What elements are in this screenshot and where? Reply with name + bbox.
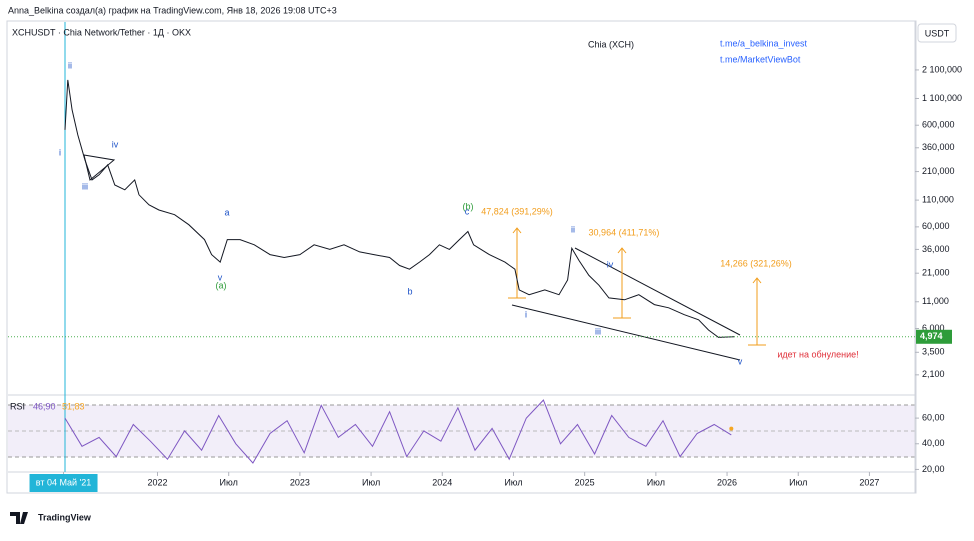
annotation: (b) [463, 201, 474, 211]
rsi-name: RSI [10, 401, 25, 411]
annotation: iv [607, 259, 614, 269]
currency-badge[interactable] [917, 23, 957, 43]
y-tick-label: 210,000 [922, 166, 955, 176]
y-tick-label: 3,500 [922, 347, 945, 357]
measure-tool [508, 227, 766, 346]
logo: TradingView [38, 512, 92, 522]
last-price-badge [916, 329, 952, 344]
annotation: c [465, 206, 470, 216]
annotation: b [407, 286, 412, 296]
rsi-ma-marker [729, 426, 734, 431]
x-tick-label: 2025 [575, 477, 595, 487]
last-price-label: 4,974 [920, 331, 943, 341]
chart-title: Chia (XCH) [588, 39, 634, 49]
y-tick-label: 60,00 [922, 412, 945, 422]
rsi-value: 46,90 [33, 401, 56, 411]
price-line [64, 79, 735, 338]
x-tick-label: 2027 [859, 477, 879, 487]
y-tick-label: 2 100,000 [922, 64, 962, 74]
y-tick-label: 11,000 [922, 296, 949, 306]
annotation: iii [82, 181, 88, 191]
annotation: (a) [216, 280, 227, 290]
x-tick-label: вт 04 Май '21 [36, 477, 92, 487]
x-tick-label: Июл [647, 477, 665, 487]
triangle-drawing [83, 154, 116, 181]
trendline [574, 247, 741, 336]
annotation: a [224, 207, 229, 217]
y-tick-label: 2,100 [922, 369, 945, 379]
link[interactable]: t.me/a_belkina_invest [720, 38, 808, 48]
annotation: i [59, 147, 61, 157]
x-tick-label: 2026 [717, 477, 737, 487]
annotation: v [738, 356, 743, 366]
y-tick-label: 600,000 [922, 120, 955, 130]
crosshair-time-badge [29, 474, 98, 492]
chart-frame [6, 20, 917, 494]
rsi-ma-value: 51,83 [62, 401, 85, 411]
annotation: iv [112, 139, 119, 149]
x-tick-label: Июл [220, 477, 238, 487]
y-tick-label: 360,000 [922, 142, 955, 152]
y-tick-label: 6,000 [922, 323, 945, 333]
symbol: XCHUSDT · Chia Network/Tether · 1Д · OKX [12, 27, 191, 37]
annotation: ii [571, 224, 575, 234]
x-tick-label: Июл [789, 477, 807, 487]
rsi-line [64, 399, 732, 464]
y-tick-label: 21,000 [922, 268, 950, 278]
annotation: 30,964 (411,71%) [589, 227, 660, 237]
trendline [511, 304, 741, 361]
y-tick-label: 110,000 [922, 194, 954, 204]
y-tick-label: 20,00 [922, 464, 945, 474]
x-tick-label: Июл [362, 477, 380, 487]
annotation: v [218, 272, 223, 282]
currency: USDT [925, 28, 950, 38]
y-tick-label: 40,00 [922, 438, 945, 448]
annotation: идет на обнуление! [777, 349, 858, 359]
annotation: ii [68, 60, 72, 70]
link[interactable]: t.me/MarketViewBot [720, 54, 801, 64]
logo-icon [10, 512, 28, 524]
x-tick-label: 2023 [290, 477, 310, 487]
x-tick-label: Июл [504, 477, 522, 487]
y-tick-label: 36,000 [922, 244, 950, 254]
y-tick-label: 60,000 [922, 221, 950, 231]
header: Anna_Belkina создал(а) график на Trading… [8, 5, 337, 15]
x-tick-label: 2022 [147, 477, 167, 487]
y-tick-label: 1 100,000 [922, 93, 962, 103]
annotation: i [525, 309, 527, 319]
rsi-band [8, 405, 915, 457]
annotation: 14,266 (321,26%) [720, 258, 792, 268]
x-tick-label: 2024 [432, 477, 452, 487]
annotation: 47,824 (391,29%) [481, 206, 553, 216]
annotation: iii [595, 326, 601, 336]
